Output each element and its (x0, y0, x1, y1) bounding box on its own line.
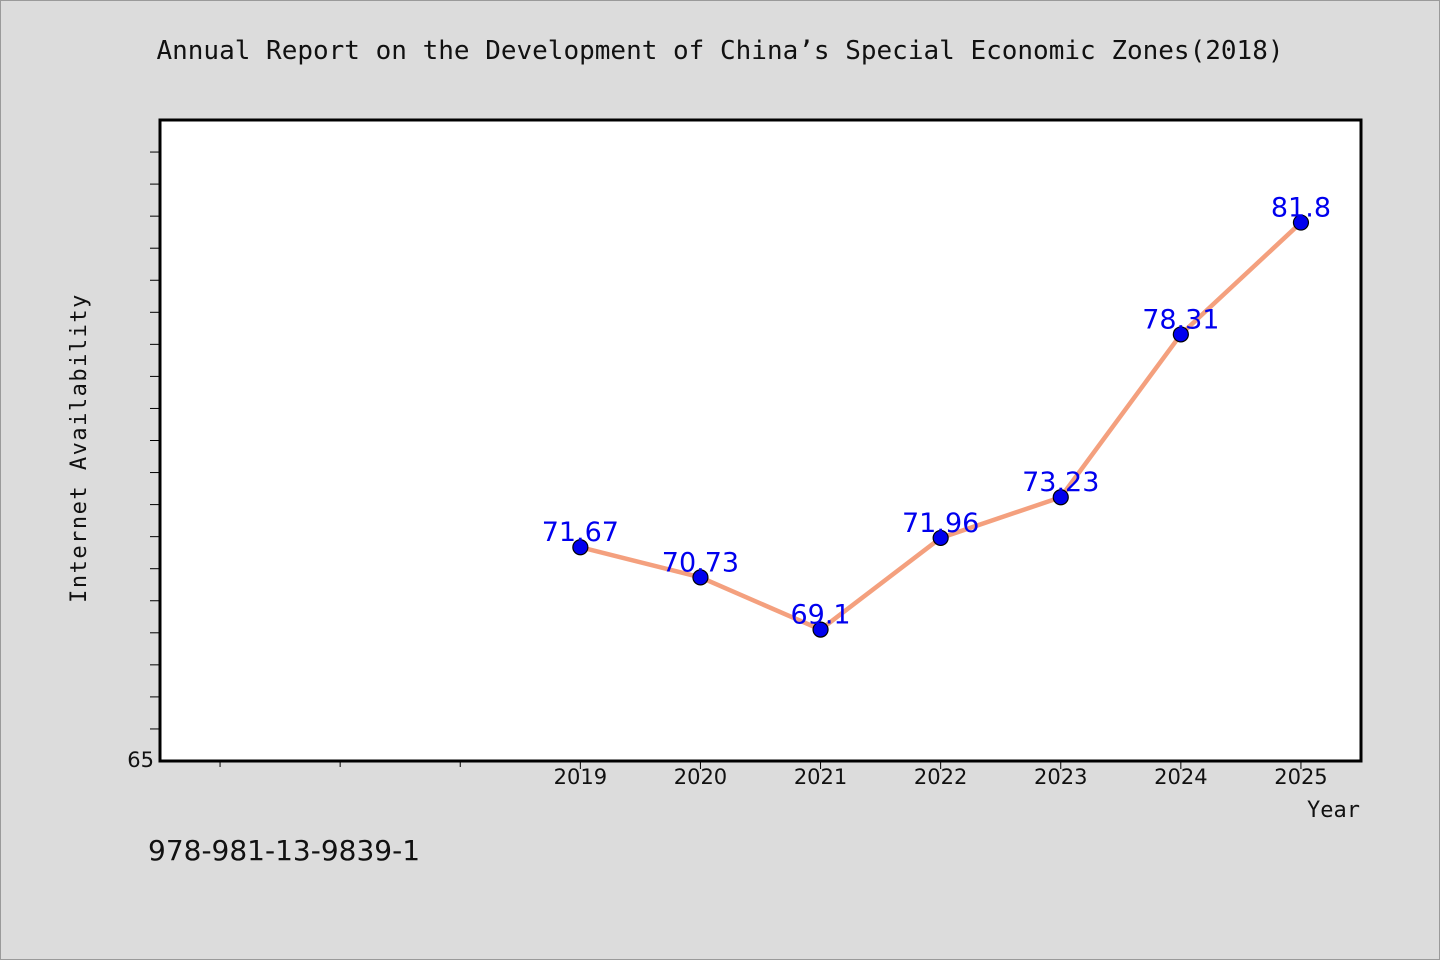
x-tick-label: 2021 (794, 765, 847, 789)
data-label: 70.73 (662, 547, 739, 578)
x-tick-label: 2023 (1034, 765, 1087, 789)
y-axis-title: Internet Availability (67, 293, 92, 603)
x-tick-label: 2022 (914, 765, 967, 789)
data-label: 71.67 (542, 517, 619, 548)
data-label: 81.8 (1271, 193, 1331, 224)
data-label: 69.1 (790, 600, 850, 631)
x-axis-ticks: 2019 2020 2021 2022 2023 2024 2025 (219, 761, 1328, 789)
isbn-code: 978-981-13-9839-1 (148, 834, 421, 867)
x-tick-label: 2025 (1274, 765, 1327, 789)
y-axis-ticks: 65 (127, 151, 160, 772)
x-tick-label: 2020 (674, 765, 727, 789)
data-label: 73.23 (1022, 467, 1099, 498)
data-point (1292, 214, 1310, 231)
data-point (812, 621, 829, 638)
data-point (1172, 326, 1189, 343)
data-point (932, 529, 949, 547)
plot-area (158, 118, 1363, 763)
data-point (572, 539, 589, 556)
y-tick-label: 65 (127, 748, 154, 772)
data-point (692, 569, 709, 586)
data-label: 78.31 (1142, 304, 1219, 335)
data-point (1052, 489, 1069, 506)
data-label: 71.96 (902, 508, 979, 539)
x-axis-title: Year (1307, 798, 1360, 823)
chart-title: Annual Report on the Development of Chin… (156, 36, 1284, 66)
series-layer: 71.67 70.73 69.1 71.96 73.23 78.31 81.8 (542, 193, 1331, 638)
x-tick-label: 2019 (554, 765, 607, 789)
x-tick-label: 2024 (1154, 765, 1207, 789)
